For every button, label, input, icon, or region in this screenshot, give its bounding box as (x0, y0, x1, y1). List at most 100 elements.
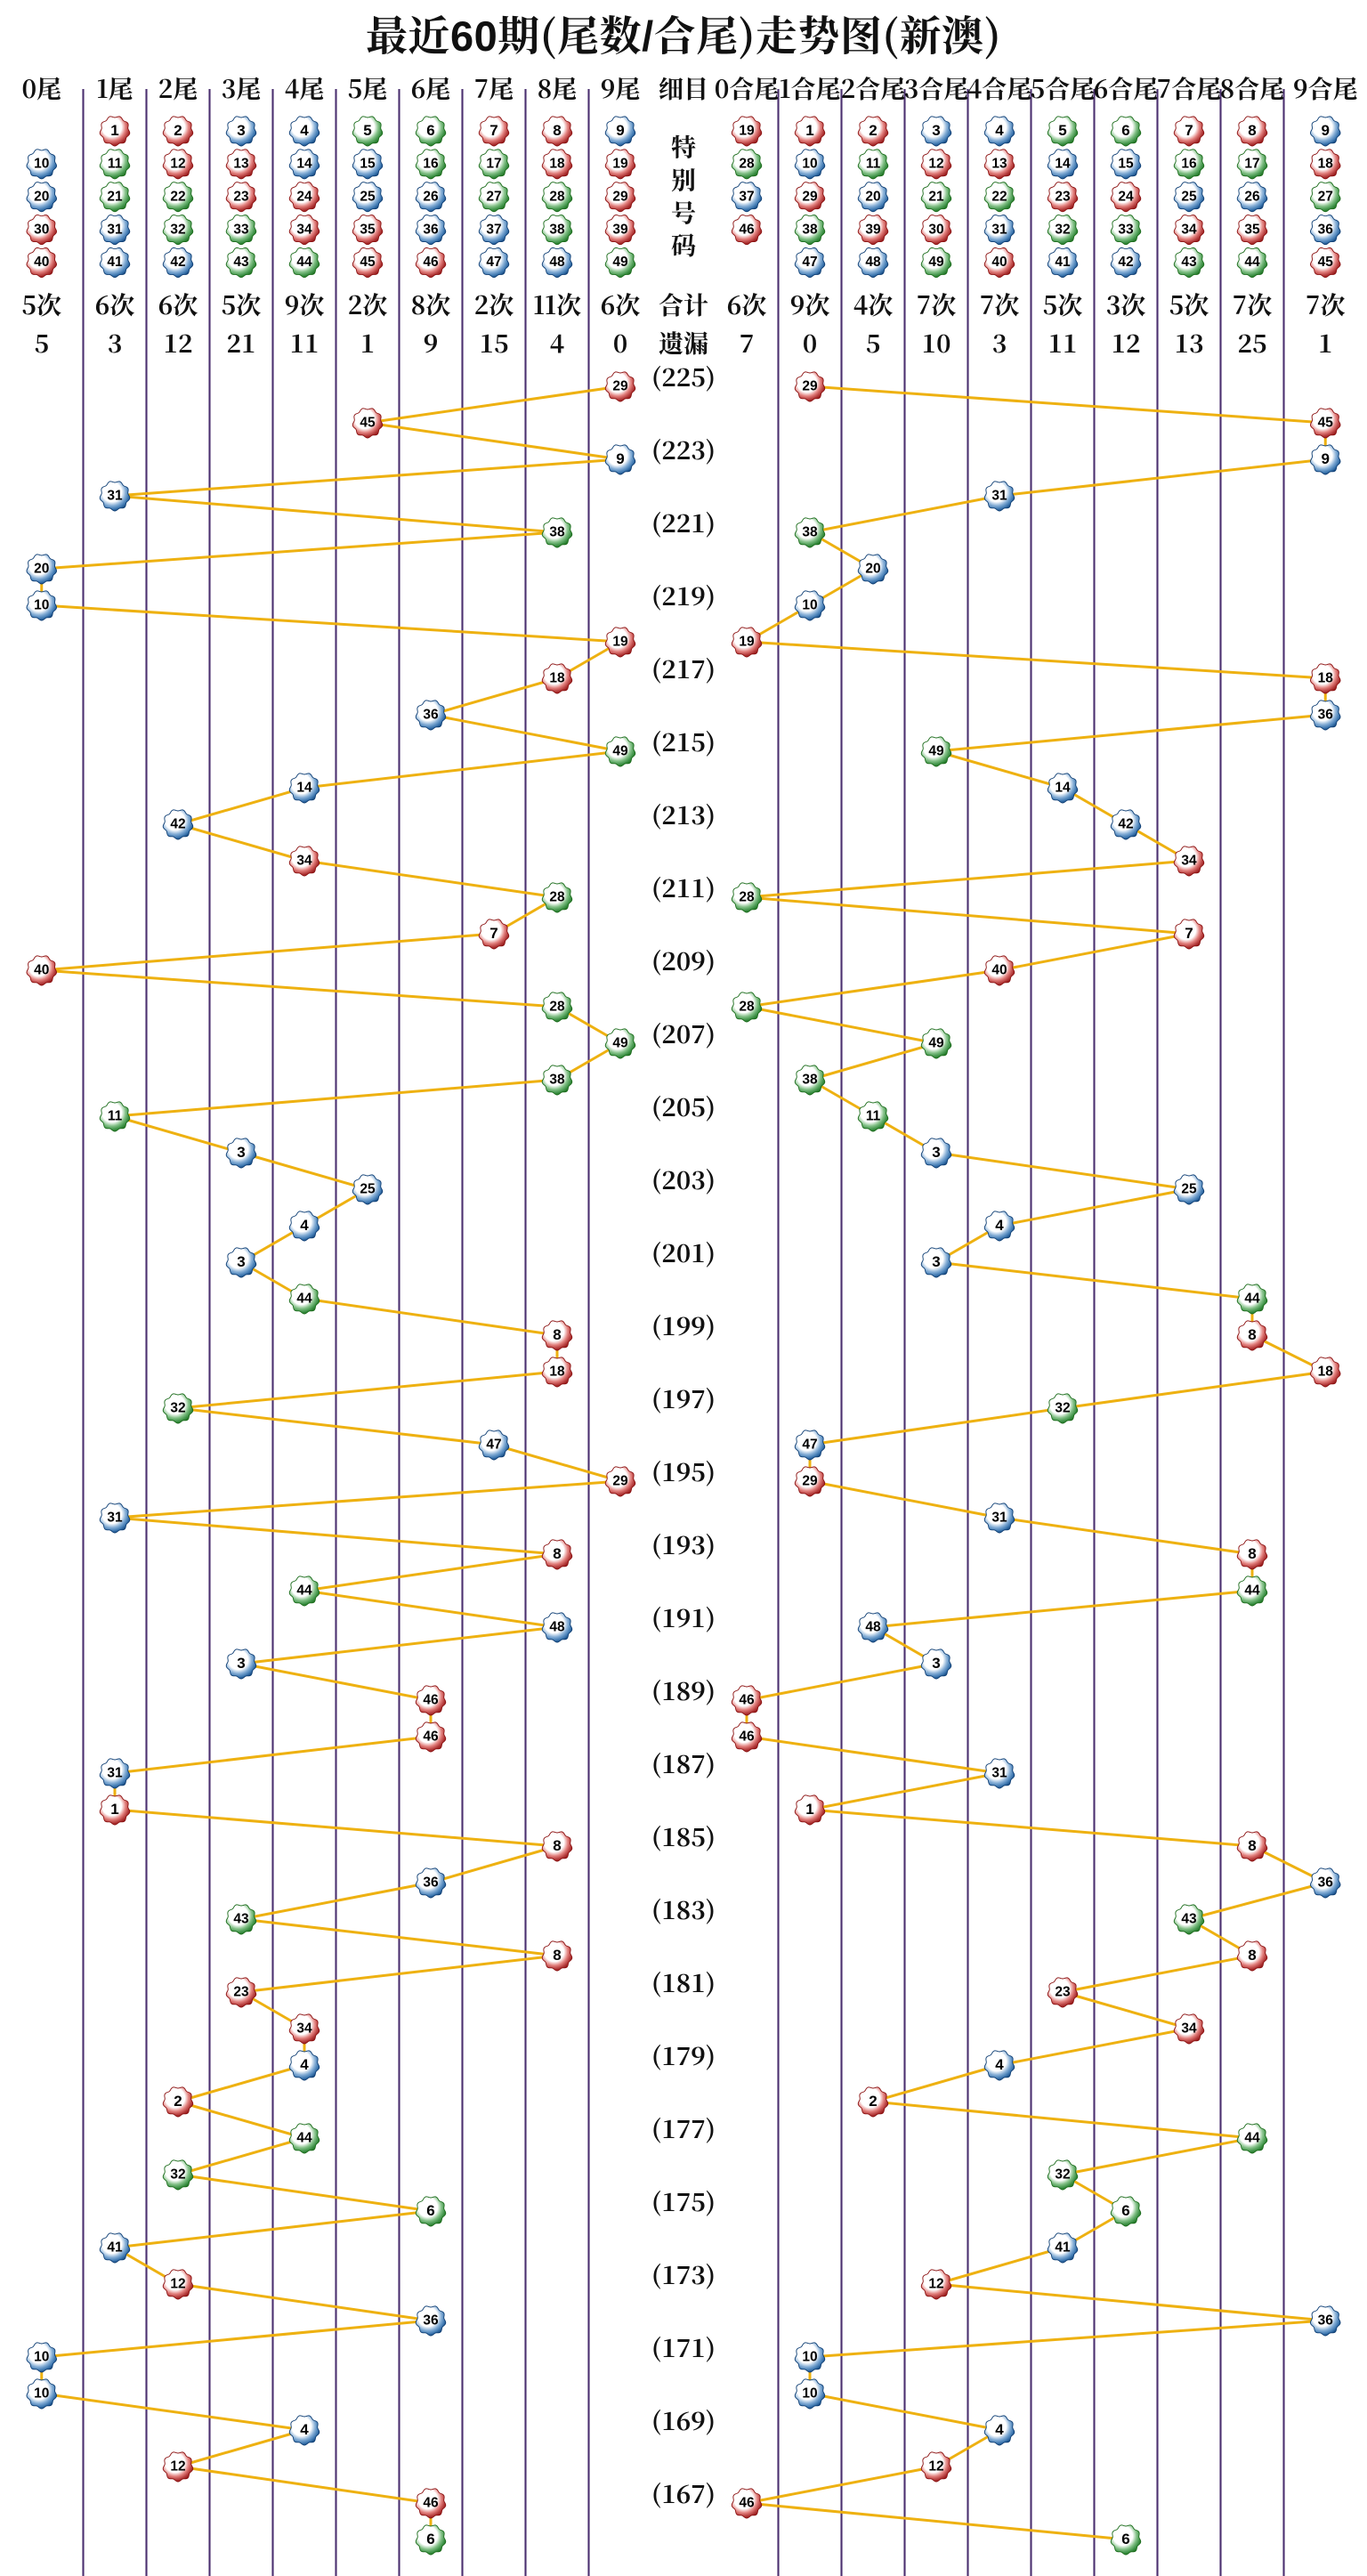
svg-text:32: 32 (170, 2167, 185, 2183)
svg-text:17: 17 (1244, 156, 1259, 171)
svg-text:8: 8 (1248, 1837, 1256, 1854)
svg-text:35: 35 (360, 222, 376, 237)
svg-text:45: 45 (360, 255, 376, 270)
svg-text:31: 31 (991, 489, 1007, 504)
svg-text:38: 38 (802, 525, 818, 540)
svg-text:9: 9 (1322, 450, 1330, 467)
svg-text:5尾: 5尾 (348, 70, 388, 106)
svg-text:9次: 9次 (790, 287, 830, 322)
svg-text:13: 13 (233, 156, 249, 171)
svg-text:4: 4 (550, 325, 565, 360)
svg-text:12: 12 (928, 156, 943, 171)
svg-text:49: 49 (612, 744, 628, 759)
svg-text:码: 码 (671, 227, 696, 263)
svg-text:15: 15 (360, 156, 376, 171)
svg-text:21: 21 (107, 189, 123, 204)
svg-text:28: 28 (549, 189, 565, 204)
svg-text:12: 12 (170, 156, 185, 171)
svg-text:43: 43 (233, 255, 249, 270)
svg-text:6次: 6次 (95, 287, 135, 322)
svg-text:38: 38 (549, 525, 565, 540)
svg-text:28: 28 (739, 1000, 755, 1015)
svg-text:31: 31 (107, 222, 123, 237)
svg-text:2合尾: 2合尾 (841, 70, 906, 106)
svg-text:11次: 11次 (533, 287, 581, 322)
svg-text:0尾: 0尾 (21, 70, 61, 106)
svg-text:(173): (173) (651, 2256, 716, 2292)
svg-text:(223): (223) (651, 432, 716, 467)
svg-text:6: 6 (1121, 2531, 1129, 2548)
svg-text:(197): (197) (651, 1381, 716, 1416)
svg-text:11: 11 (866, 1109, 881, 1124)
svg-text:5次: 5次 (21, 287, 61, 322)
svg-text:4合尾: 4合尾 (967, 70, 1032, 106)
svg-text:16: 16 (1181, 156, 1197, 171)
svg-text:15: 15 (480, 325, 509, 360)
svg-text:40: 40 (991, 963, 1007, 978)
svg-text:(187): (187) (651, 1746, 716, 1781)
svg-text:25: 25 (1238, 325, 1267, 360)
svg-text:8次: 8次 (411, 287, 451, 322)
svg-text:41: 41 (107, 2240, 123, 2256)
svg-text:1: 1 (805, 122, 813, 139)
svg-text:(209): (209) (651, 943, 716, 978)
svg-text:(211): (211) (651, 870, 716, 905)
svg-text:42: 42 (170, 255, 185, 270)
svg-text:13: 13 (1175, 325, 1204, 360)
svg-text:41: 41 (1055, 255, 1071, 270)
svg-text:(189): (189) (651, 1673, 716, 1708)
svg-text:18: 18 (1318, 156, 1334, 171)
svg-text:31: 31 (991, 1766, 1007, 1781)
svg-text:12: 12 (1112, 325, 1141, 360)
svg-text:6: 6 (426, 2202, 434, 2219)
svg-text:45: 45 (360, 416, 376, 431)
svg-text:7: 7 (489, 925, 497, 942)
svg-text:5次: 5次 (222, 287, 262, 322)
svg-text:(183): (183) (651, 1891, 716, 1927)
svg-text:4次: 4次 (853, 287, 894, 322)
svg-text:(221): (221) (651, 505, 716, 540)
svg-text:34: 34 (1181, 222, 1197, 237)
svg-text:10: 10 (34, 2350, 49, 2365)
svg-text:(169): (169) (651, 2402, 716, 2438)
svg-text:2: 2 (869, 122, 877, 139)
svg-text:40: 40 (34, 255, 49, 270)
svg-text:4: 4 (300, 2421, 309, 2438)
svg-text:3: 3 (932, 122, 940, 139)
svg-text:47: 47 (802, 255, 817, 270)
svg-text:3: 3 (237, 1144, 245, 1161)
svg-text:34: 34 (296, 222, 312, 237)
svg-text:12: 12 (170, 2459, 185, 2475)
svg-text:44: 44 (1244, 1584, 1260, 1599)
svg-text:18: 18 (549, 671, 565, 686)
svg-text:(185): (185) (651, 1819, 716, 1854)
svg-text:3次: 3次 (1106, 287, 1146, 322)
svg-text:12: 12 (928, 2277, 943, 2292)
svg-text:5次: 5次 (1169, 287, 1209, 322)
svg-text:40: 40 (991, 255, 1007, 270)
svg-text:3: 3 (108, 325, 123, 360)
svg-text:4: 4 (995, 122, 1004, 139)
svg-text:22: 22 (170, 189, 185, 204)
svg-text:36: 36 (1318, 2313, 1334, 2329)
svg-text:11: 11 (1048, 325, 1078, 360)
svg-text:14: 14 (1055, 781, 1071, 796)
svg-text:23: 23 (233, 1985, 249, 2000)
svg-text:1尾: 1尾 (96, 70, 133, 106)
svg-text:32: 32 (1055, 222, 1070, 237)
svg-text:49: 49 (928, 744, 944, 759)
svg-text:31: 31 (991, 222, 1007, 237)
svg-text:49: 49 (928, 1036, 944, 1051)
svg-text:44: 44 (296, 1292, 312, 1307)
svg-text:25: 25 (1181, 189, 1197, 204)
svg-text:7次: 7次 (917, 287, 956, 322)
svg-text:6尾: 6尾 (411, 70, 451, 106)
svg-text:36: 36 (1318, 222, 1334, 237)
svg-text:48: 48 (865, 255, 881, 270)
svg-text:细目: 细目 (659, 70, 708, 106)
svg-text:46: 46 (739, 2496, 755, 2511)
svg-text:47: 47 (486, 1438, 501, 1453)
svg-text:41: 41 (1055, 2240, 1071, 2256)
svg-text:3: 3 (992, 325, 1007, 360)
svg-text:4: 4 (995, 1217, 1004, 1234)
